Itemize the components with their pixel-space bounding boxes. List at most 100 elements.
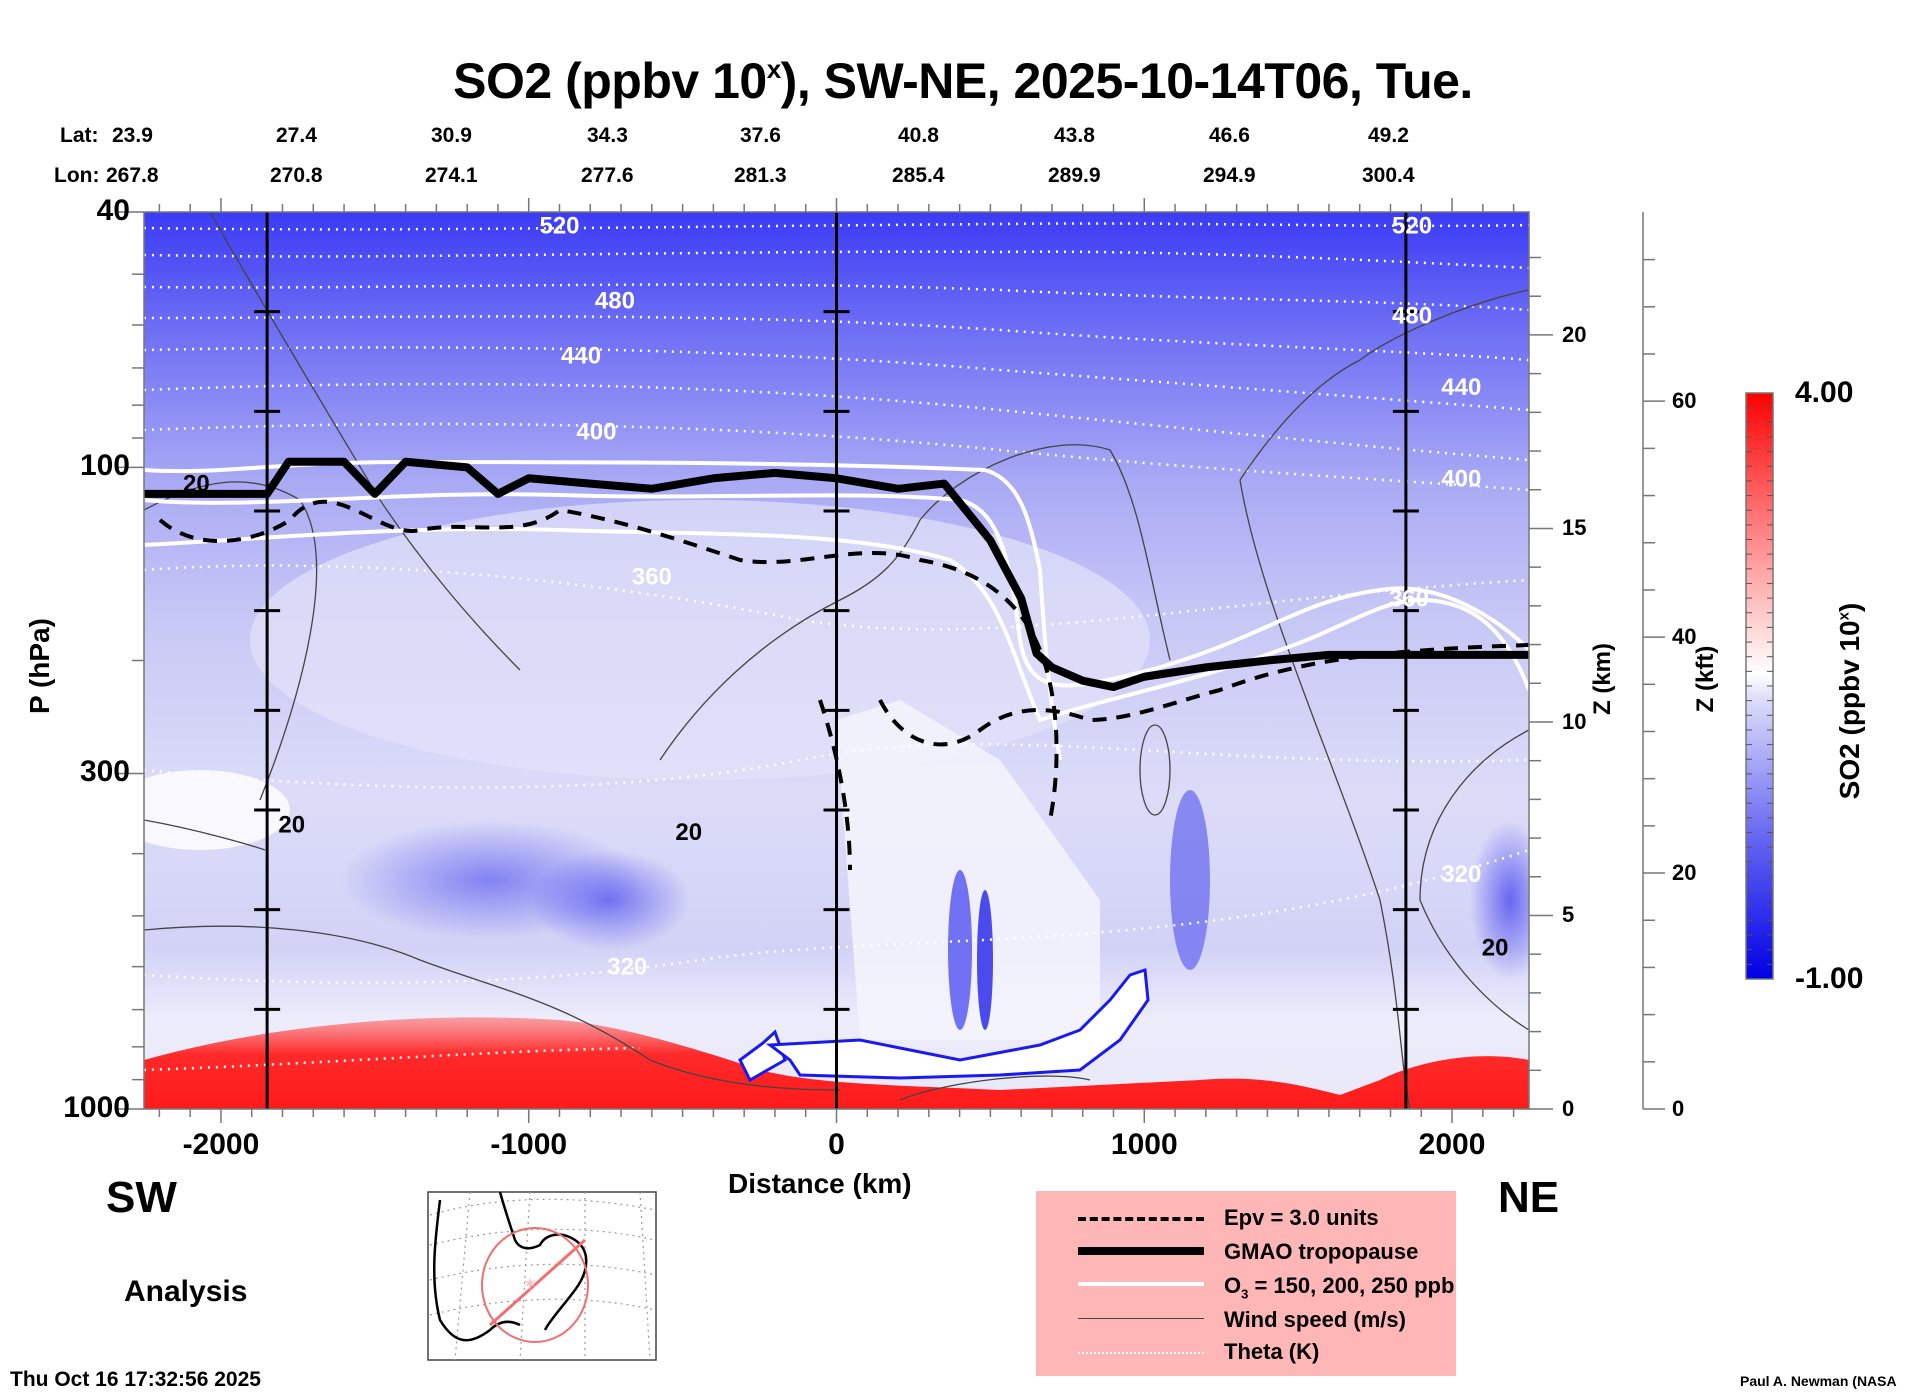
legend-label: GMAO tropopause bbox=[1224, 1239, 1419, 1264]
author-credit: Paul A. Newman (NASA bbox=[1740, 1373, 1897, 1389]
wind-contour bbox=[659, 444, 1171, 761]
legend-swatch-dotted bbox=[1078, 1352, 1204, 1354]
chart-title: SO2 (ppbv 10x), SW-NE, 2025-10-14T06, Tu… bbox=[453, 53, 1473, 109]
map-coastline bbox=[432, 1191, 588, 1342]
map-transect-line bbox=[488, 1238, 587, 1327]
theta-contour bbox=[144, 346, 1529, 412]
z-km-axis-title: Z (km) bbox=[1589, 643, 1616, 715]
wind-contour bbox=[1139, 724, 1171, 816]
theta-contour-label: 520 bbox=[539, 213, 579, 240]
direction-ne-label: NE bbox=[1498, 1173, 1560, 1222]
theta-contour-label: 320 bbox=[607, 954, 647, 981]
legend-label: O3 = 150, 200, 250 ppb bbox=[1224, 1273, 1455, 1302]
wind-contour bbox=[144, 925, 841, 1091]
z-kft-tick-label: 20 bbox=[1672, 860, 1697, 886]
theta-contour-label: 360 bbox=[632, 564, 672, 591]
lat-value: 40.8 bbox=[898, 124, 939, 147]
x-tick-label: 0 bbox=[828, 1128, 845, 1161]
lon-value: 285.4 bbox=[892, 164, 945, 187]
timestamp: Thu Oct 16 17:32:56 2025 bbox=[10, 1368, 261, 1391]
locator-map-frame bbox=[427, 1191, 657, 1361]
lon-value: 281.3 bbox=[734, 164, 787, 187]
wind-contour bbox=[1239, 479, 1411, 1109]
colorbar-title: SO2 (ppbv 10x) bbox=[1834, 602, 1865, 800]
theta-contour bbox=[144, 283, 1529, 312]
lon-label: Lon: bbox=[54, 164, 100, 187]
so2-blue-pocket bbox=[530, 850, 690, 950]
lon-value: 277.6 bbox=[581, 164, 634, 187]
so2-white-patch bbox=[144, 770, 290, 850]
lat-value: 30.9 bbox=[431, 124, 472, 147]
map-center-star-icon: ✶ bbox=[522, 1274, 537, 1294]
ozone-contour bbox=[144, 526, 1529, 723]
location-markers bbox=[254, 212, 1419, 1109]
lat-value: 37.6 bbox=[740, 124, 781, 147]
lon-value: 267.8 bbox=[106, 164, 159, 187]
z-kft-tick-label: 40 bbox=[1672, 624, 1697, 650]
y-axis-ticks bbox=[118, 211, 144, 1110]
z-km-tick-label: 0 bbox=[1562, 1096, 1575, 1121]
z-km-tick-label: 10 bbox=[1562, 708, 1587, 734]
legend-item-tropopause: GMAO tropopause bbox=[1036, 1233, 1456, 1267]
theta-contour bbox=[144, 222, 1529, 231]
z-kft-axis-ticks bbox=[1643, 258, 1665, 1110]
lon-value: 274.1 bbox=[425, 164, 478, 187]
colorbar-ticks bbox=[1746, 407, 1773, 965]
theta-contour-label: 400 bbox=[576, 419, 616, 446]
theta-contour-label: 320 bbox=[1441, 861, 1481, 888]
direction-sw-label: SW bbox=[106, 1173, 177, 1222]
x-tick-label: -2000 bbox=[182, 1128, 260, 1161]
theta-contour bbox=[144, 743, 1529, 789]
colorbar-max-label: 4.00 bbox=[1795, 376, 1854, 409]
wind-contour-label: 20 bbox=[183, 471, 210, 498]
wind-contour bbox=[899, 1075, 1091, 1101]
x-tick-label: -1000 bbox=[490, 1128, 568, 1161]
lat-value: 46.6 bbox=[1209, 124, 1250, 147]
wind-contour bbox=[144, 481, 318, 801]
z-km-tick-label: 20 bbox=[1562, 321, 1587, 347]
lon-value: 270.8 bbox=[270, 164, 323, 187]
legend: Epv = 3.0 units GMAO tropopause O3 = 150… bbox=[1036, 1191, 1456, 1376]
theta-contour bbox=[144, 315, 1529, 362]
legend-label: Wind speed (m/s) bbox=[1224, 1307, 1406, 1332]
x-tick-label: 2000 bbox=[1418, 1128, 1486, 1161]
theta-contour bbox=[144, 848, 1529, 984]
z-km-axis-ticks bbox=[1529, 256, 1553, 1110]
wind-contour bbox=[1419, 729, 1529, 1031]
theta-contour bbox=[144, 422, 1529, 492]
x-axis-title: Distance (km) bbox=[728, 1168, 912, 1199]
contour-labels: 520 480 440 400 360 320 520 480 440 400 360 320 20 20… bbox=[183, 213, 1509, 981]
x-axis-ticks bbox=[158, 198, 1515, 1123]
locator-map: ✶ bbox=[427, 1191, 657, 1361]
so2-white-column bbox=[836, 700, 1100, 1040]
legend-swatch-white bbox=[1078, 1282, 1204, 1286]
theta-contours bbox=[144, 222, 1529, 1072]
legend-swatch-thin bbox=[1078, 1318, 1204, 1319]
legend-swatch-dashed bbox=[1078, 1217, 1204, 1221]
theta-contour bbox=[144, 564, 1529, 631]
theta-contour bbox=[144, 382, 1529, 462]
map-range-circle bbox=[481, 1227, 589, 1343]
legend-label: Epv = 3.0 units bbox=[1224, 1205, 1379, 1230]
epv-contours bbox=[158, 499, 1529, 871]
wind-contour-label: 20 bbox=[1482, 934, 1509, 961]
theta-contour-label: 480 bbox=[1392, 303, 1432, 330]
theta-contour-label: 400 bbox=[1441, 465, 1481, 492]
so2-field bbox=[144, 212, 1529, 1109]
z-kft-tick-label: 60 bbox=[1672, 388, 1697, 414]
y-tick-label: 300 bbox=[79, 755, 130, 789]
theta-contour-label: 440 bbox=[561, 343, 601, 370]
z-km-tick-label: 5 bbox=[1562, 902, 1575, 928]
lon-value: 289.9 bbox=[1048, 164, 1101, 187]
colorbar-min-label: -1.00 bbox=[1795, 962, 1864, 995]
legend-item-ozone: O3 = 150, 200, 250 ppb bbox=[1036, 1267, 1456, 1301]
so2-blue-streak bbox=[948, 870, 972, 1030]
lat-value: 34.3 bbox=[587, 124, 628, 147]
wind-contour-label: 20 bbox=[278, 811, 305, 838]
y-tick-label: 100 bbox=[79, 449, 130, 483]
lat-value: 23.9 bbox=[112, 124, 153, 147]
wind-speed-contours bbox=[144, 212, 1529, 1109]
analysis-label: Analysis bbox=[124, 1275, 248, 1308]
z-kft-tick-label: 0 bbox=[1672, 1096, 1685, 1121]
